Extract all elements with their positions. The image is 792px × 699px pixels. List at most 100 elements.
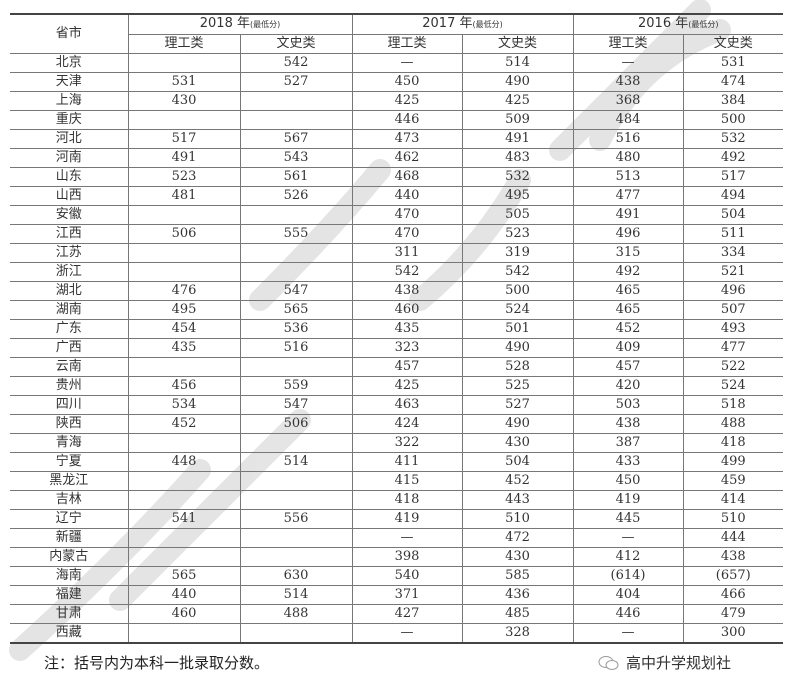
- column-header-arts: 文史类: [461, 34, 574, 54]
- score-cell: 523: [461, 224, 574, 244]
- score-cell: —: [351, 53, 463, 73]
- score-cell: 300: [682, 623, 783, 644]
- score-cell: [127, 205, 241, 225]
- year-header-2017: 2017 年(最低分): [351, 13, 574, 35]
- score-cell: 319: [461, 243, 574, 263]
- table-row: 云南 457 528 457 522: [10, 357, 783, 377]
- score-cell: 315: [572, 243, 684, 263]
- score-cell: 559: [239, 376, 353, 396]
- province-cell: 上海: [10, 91, 129, 111]
- footnote: 注：括号内为本科一批录取分数。: [44, 654, 270, 672]
- province-cell: 浙江: [10, 262, 129, 282]
- table-row: 河南 491 543 462 483 480 492: [10, 148, 783, 168]
- score-cell: 490: [461, 414, 574, 434]
- score-cell: 488: [239, 604, 353, 624]
- table-row: 黑龙江 415 452 450 459: [10, 471, 783, 491]
- score-cell: 404: [572, 585, 684, 605]
- table-row: 湖南 495 565 460 524 465 507: [10, 300, 783, 320]
- province-cell: 甘肃: [10, 604, 129, 624]
- score-cell: 446: [572, 604, 684, 624]
- score-cell: 419: [351, 509, 463, 529]
- score-cell: 444: [682, 528, 783, 548]
- score-cell: 536: [239, 319, 353, 339]
- admission-score-table: 省市 2018 年(最低分) 2017 年(最低分) 2016 年(最低分) 理…: [10, 13, 783, 644]
- score-cell: 493: [682, 319, 783, 339]
- score-cell: [127, 243, 241, 263]
- score-cell: 527: [461, 395, 574, 415]
- score-cell: 420: [572, 376, 684, 396]
- score-cell: 499: [682, 452, 783, 472]
- score-cell: 418: [351, 490, 463, 510]
- score-cell: [127, 53, 241, 73]
- score-cell: 425: [351, 376, 463, 396]
- score-cell: 470: [351, 224, 463, 244]
- score-cell: 491: [127, 148, 241, 168]
- score-cell: 419: [572, 490, 684, 510]
- province-cell: 天津: [10, 72, 129, 92]
- score-cell: [239, 547, 353, 567]
- score-cell: 470: [351, 205, 463, 225]
- score-cell: 555: [239, 224, 353, 244]
- score-cell: 511: [682, 224, 783, 244]
- column-header-arts: 文史类: [239, 34, 353, 54]
- score-cell: 547: [239, 281, 353, 301]
- score-cell: 522: [682, 357, 783, 377]
- score-cell: 507: [682, 300, 783, 320]
- province-cell: 山东: [10, 167, 129, 187]
- province-cell: 广西: [10, 338, 129, 358]
- score-cell: 445: [572, 509, 684, 529]
- score-cell: 541: [127, 509, 241, 529]
- score-cell: 443: [461, 490, 574, 510]
- score-cell: 479: [682, 604, 783, 624]
- table-row: 河北 517 567 473 491 516 532: [10, 129, 783, 149]
- score-cell: 540: [351, 566, 463, 586]
- province-cell: 江西: [10, 224, 129, 244]
- brand-name: 高中升学规划社: [626, 654, 732, 672]
- score-cell: [127, 262, 241, 282]
- score-cell: 480: [572, 148, 684, 168]
- score-cell: 490: [461, 338, 574, 358]
- year-label: 2017 年: [422, 16, 473, 31]
- province-cell: 吉林: [10, 490, 129, 510]
- score-cell: 532: [461, 167, 574, 187]
- province-cell: 福建: [10, 585, 129, 605]
- score-cell: 450: [572, 471, 684, 491]
- score-cell: 454: [127, 319, 241, 339]
- score-cell: 585: [461, 566, 574, 586]
- table-row: 青海 322 430 387 418: [10, 433, 783, 453]
- score-cell: 518: [682, 395, 783, 415]
- score-cell: 463: [351, 395, 463, 415]
- score-cell: 527: [239, 72, 353, 92]
- score-cell: 414: [682, 490, 783, 510]
- score-cell: 438: [351, 281, 463, 301]
- score-cell: 492: [682, 148, 783, 168]
- score-cell: 531: [682, 53, 783, 73]
- table-row: 江苏 311 319 315 334: [10, 243, 783, 263]
- score-cell: 496: [572, 224, 684, 244]
- table-row: 海南 565 630 540 585 (614) (657): [10, 566, 783, 586]
- column-header-science: 理工类: [128, 34, 241, 54]
- table-row: 贵州 456 559 425 525 420 524: [10, 376, 783, 396]
- score-cell: 500: [682, 110, 783, 130]
- score-cell: 491: [572, 205, 684, 225]
- year-note: (最低分): [472, 20, 503, 29]
- score-cell: 459: [682, 471, 783, 491]
- score-cell: 430: [461, 433, 574, 453]
- province-cell: 青海: [10, 433, 129, 453]
- province-cell: 河南: [10, 148, 129, 168]
- score-cell: 460: [127, 604, 241, 624]
- score-cell: 371: [351, 585, 463, 605]
- score-cell: 492: [572, 262, 684, 282]
- table-row: 重庆 446 509 484 500: [10, 110, 783, 130]
- score-cell: [127, 471, 241, 491]
- province-cell: 贵州: [10, 376, 129, 396]
- score-cell: 438: [572, 72, 684, 92]
- score-cell: [127, 110, 241, 130]
- score-cell: 430: [127, 91, 241, 111]
- score-cell: 446: [351, 110, 463, 130]
- table-body: 北京 542—514—531 天津 531 527 450 490 438 474 上海 430 42…: [10, 53, 783, 644]
- score-cell: 517: [127, 129, 241, 149]
- score-cell: [239, 243, 353, 263]
- score-cell: 565: [239, 300, 353, 320]
- table-row: 湖北 476 547 438 500 465 496: [10, 281, 783, 301]
